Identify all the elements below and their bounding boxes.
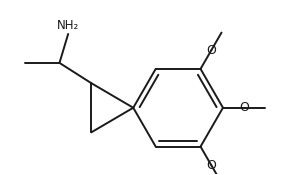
Text: O: O [240, 101, 250, 114]
Text: O: O [207, 44, 216, 57]
Text: NH₂: NH₂ [57, 19, 79, 32]
Text: O: O [207, 159, 216, 172]
